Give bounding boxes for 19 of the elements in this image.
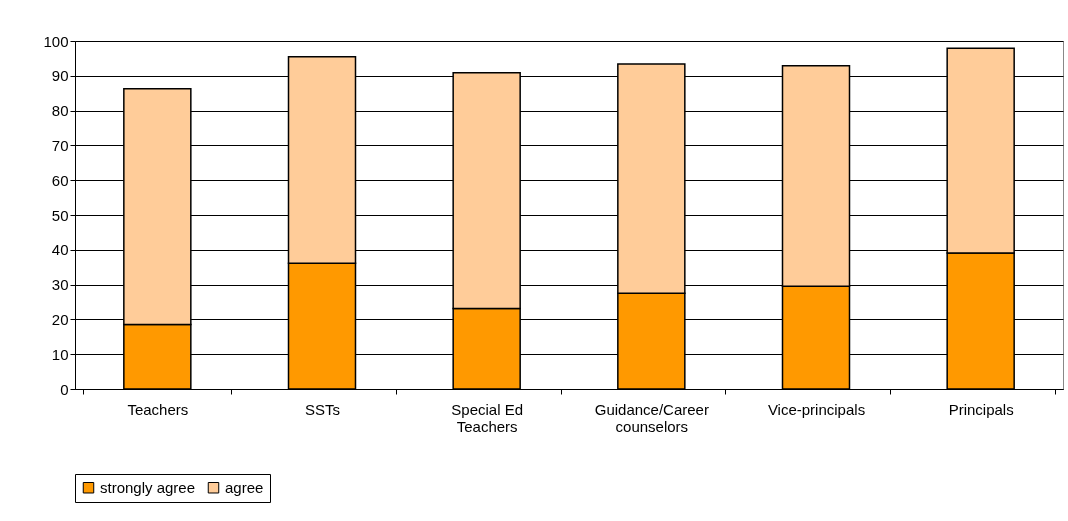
x-tick-label: Guidance/Career counselors [594, 400, 709, 435]
legend-label: agree [225, 478, 264, 496]
y-tick-label: 30 [51, 276, 69, 294]
x-tick-label: Principals [948, 400, 1014, 418]
y-tick-label: 50 [51, 206, 69, 224]
y-tick-label: 90 [51, 67, 69, 85]
y-tick-label: 10 [51, 345, 69, 363]
x-tick-label: Special Ed Teachers [451, 400, 524, 435]
y-tick-label: 0 [60, 380, 69, 398]
y-tick-label: 100 [43, 32, 69, 50]
x-tick-label: SSTs [304, 400, 341, 418]
x-tick-label: Vice-principals [767, 400, 866, 418]
x-tick-label: Teachers [127, 400, 189, 418]
y-tick-label: 40 [51, 241, 69, 259]
legend-label: strongly agree [100, 478, 196, 496]
y-tick-label: 60 [51, 171, 69, 189]
y-tick-label: 70 [51, 136, 69, 154]
y-tick-label: 20 [51, 310, 69, 328]
y-tick-label: 80 [51, 102, 69, 120]
